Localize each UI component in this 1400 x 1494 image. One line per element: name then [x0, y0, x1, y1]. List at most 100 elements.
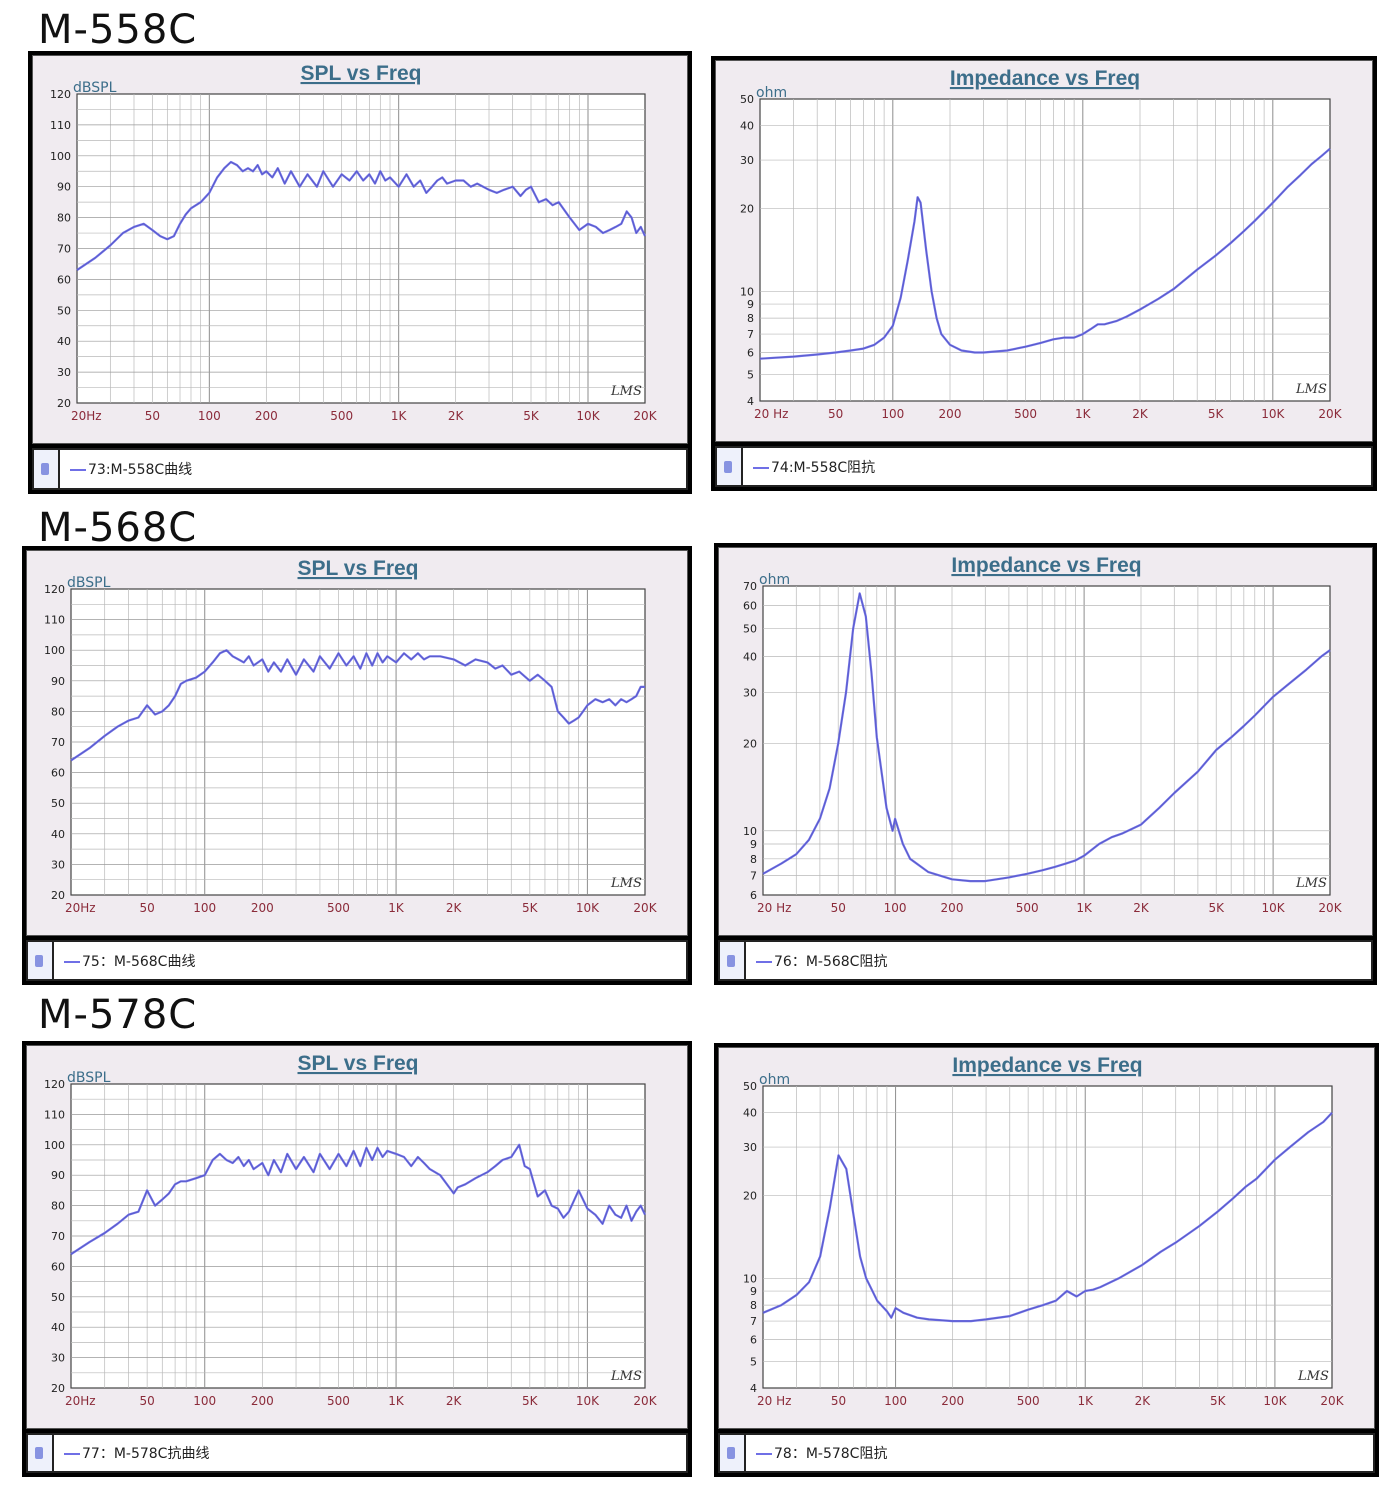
y-tick-label: 7 [747, 328, 754, 341]
x-tick-label: 20K [1320, 1394, 1344, 1408]
legend-swatch [756, 1453, 772, 1455]
y-tick-label: 7 [750, 870, 757, 883]
y-tick-label: 70 [51, 1230, 65, 1243]
chart-area: Impedance vs Freq ohm 50 40 30 20 10 9 8 7 6 5 4 20 H… [718, 1047, 1375, 1429]
model-title-2: M-568C [38, 505, 198, 551]
x-tick-label: 1K [388, 1394, 405, 1408]
x-tick-label: 200 [251, 1394, 274, 1408]
y-tick-label: 6 [750, 1334, 757, 1347]
y-tick-label: 30 [740, 154, 754, 167]
y-tick-label: 50 [743, 622, 757, 635]
x-tick-label: 20K [633, 409, 657, 423]
legend-toggle-button[interactable] [28, 942, 54, 979]
legend-box: 75：M-568C曲线 [26, 940, 688, 981]
y-tick-label: 10 [743, 825, 757, 838]
model-title-1: M-558C [38, 7, 198, 53]
plot-area [762, 1085, 1333, 1389]
curve-line-core [762, 593, 1331, 882]
x-tick-label: 2K [1135, 1394, 1152, 1408]
y-tick-label: 60 [57, 273, 71, 286]
legend-toggle-button[interactable] [717, 448, 743, 485]
legend-label: M-558C曲线 [110, 462, 193, 478]
x-tick-label: 20K [633, 1394, 657, 1408]
x-tick-label: 100 [881, 407, 904, 421]
y-tick-label: 6 [750, 889, 757, 902]
y-tick-label: 90 [57, 181, 71, 194]
chart-title: Impedance vs Freq [950, 67, 1140, 90]
x-tick-label: 20K [1318, 901, 1342, 915]
y-tick-label: 120 [50, 88, 71, 101]
legend-swatch [64, 1453, 80, 1455]
y-tick-label: 110 [44, 614, 65, 627]
legend-item: 78：M-578C阻抗 [756, 1443, 887, 1463]
legend-label: M-578C抗曲线 [113, 1446, 210, 1462]
x-tick-label: 100 [193, 901, 216, 915]
curve-line-core [70, 649, 645, 761]
x-tick-label: 20 Hz [757, 901, 791, 915]
legend-toggle-button[interactable] [34, 450, 60, 488]
x-tick-label: 50 [831, 1394, 846, 1408]
x-tick-label: 10K [576, 1394, 600, 1408]
plot-area [762, 585, 1331, 896]
y-unit-label: ohm [759, 572, 790, 588]
legend-item: 75：M-568C曲线 [64, 951, 195, 971]
x-tick-label: 5K [523, 409, 540, 423]
y-tick-label: 9 [750, 838, 757, 851]
y-tick-label: 40 [743, 650, 757, 663]
x-tick-label: 200 [255, 409, 278, 423]
x-tick-label: 20Hz [65, 901, 96, 915]
x-tick-label: 100 [198, 409, 221, 423]
x-tick-label: 50 [831, 901, 846, 915]
legend-box: 78：M-578C阻抗 [718, 1433, 1375, 1473]
legend-toggle-button[interactable] [720, 942, 746, 979]
y-tick-label: 20 [743, 1190, 757, 1203]
x-tick-label: 5K [522, 1394, 539, 1408]
y-tick-label: 5 [747, 368, 754, 381]
x-tick-label: 500 [1016, 901, 1039, 915]
curve-line-core [76, 161, 646, 271]
x-tick-label: 5K [522, 901, 539, 915]
y-tick-label: 70 [51, 736, 65, 749]
x-tick-label: 10K [576, 901, 600, 915]
y-unit-label: dBSPL [67, 1070, 111, 1086]
curve-line-core [762, 1112, 1333, 1322]
y-tick-label: 90 [51, 1169, 65, 1182]
legend-toggle-icon [41, 463, 49, 475]
chart-title: SPL vs Freq [301, 62, 422, 85]
y-tick-label: 20 [51, 889, 65, 902]
y-tick-label: 100 [44, 1139, 65, 1152]
x-tick-label: 50 [139, 901, 154, 915]
legend-toggle-icon [35, 1447, 43, 1459]
x-tick-label: 1K [388, 901, 405, 915]
y-tick-label: 20 [740, 203, 754, 216]
y-tick-label: 10 [743, 1272, 757, 1285]
lms-watermark: LMS [610, 1369, 642, 1384]
y-tick-label: 40 [51, 1321, 65, 1334]
y-tick-label: 50 [51, 797, 65, 810]
y-tick-label: 40 [51, 828, 65, 841]
x-tick-label: 5K [1208, 407, 1225, 421]
legend-item: 77：M-578C抗曲线 [64, 1443, 209, 1463]
x-tick-label: 20K [1318, 407, 1342, 421]
x-tick-label: 50 [828, 407, 843, 421]
y-tick-label: 5 [750, 1355, 757, 1368]
legend-toggle-button[interactable] [28, 1435, 54, 1471]
x-tick-label: 2K [446, 901, 463, 915]
y-tick-label: 8 [747, 312, 754, 325]
x-tick-label: 5K [1208, 901, 1225, 915]
y-tick-label: 50 [57, 304, 71, 317]
imp-panel-578: Impedance vs Freq ohm 50 40 30 20 10 9 8 7 6 5 4 20 H… [714, 1043, 1379, 1477]
x-tick-label: 5K [1210, 1394, 1227, 1408]
y-tick-label: 20 [743, 738, 757, 751]
y-tick-label: 60 [51, 1260, 65, 1273]
x-tick-label: 50 [139, 1394, 154, 1408]
x-tick-label: 500 [1017, 1394, 1040, 1408]
legend-toggle-button[interactable] [720, 1435, 746, 1471]
x-tick-label: 2K [1132, 407, 1149, 421]
y-tick-label: 100 [50, 150, 71, 163]
legend-item: 76：M-568C阻抗 [756, 951, 887, 971]
